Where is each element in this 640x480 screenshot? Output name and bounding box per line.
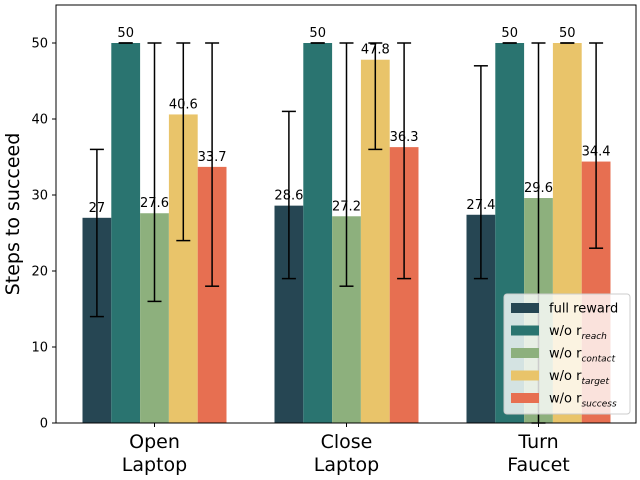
data-label-4-1: 36.3 <box>390 130 419 145</box>
x-tick-label-0: Open Laptop <box>122 431 187 476</box>
data-label-0-0: 27 <box>89 201 106 216</box>
y-tick-label-2: 20 <box>31 265 48 280</box>
legend-label-2: w/o rcontact <box>549 347 616 365</box>
y-axis-label: Steps to succeed <box>2 133 24 296</box>
legend-label-0: full reward <box>549 302 618 317</box>
data-labels-layer: 27 28.6 27.4 50 50 50 27.6 27.2 29.6 40.6 47.8 50 33… <box>89 26 611 216</box>
data-label-3-1: 47.8 <box>361 43 390 58</box>
error-bar-2-1 <box>339 42 354 287</box>
error-bar-3-1 <box>368 42 383 151</box>
data-label-1-2: 50 <box>501 26 518 41</box>
y-tick-label-5: 50 <box>31 37 48 52</box>
y-tick-label-3: 30 <box>31 189 48 204</box>
error-bar-4-0 <box>205 42 220 287</box>
legend-swatch-0 <box>511 303 539 313</box>
error-bar-4-1 <box>397 42 412 280</box>
data-label-3-0: 40.6 <box>169 97 198 112</box>
bars-layer <box>82 43 611 423</box>
y-tick-label-4: 40 <box>31 113 48 128</box>
error-bar-0-2 <box>473 65 488 280</box>
bar-1-0 <box>111 43 141 423</box>
data-label-3-2: 50 <box>559 26 576 41</box>
x-tick-label-1: Close Laptop <box>314 431 379 476</box>
data-label-2-2: 29.6 <box>524 181 553 196</box>
legend-label-1: w/o rreach <box>549 324 607 342</box>
legend-swatch-1 <box>511 325 539 336</box>
error-bar-0-0 <box>89 148 104 318</box>
legend-label-4: w/o rsuccess <box>549 392 617 410</box>
data-label-0-1: 28.6 <box>274 189 303 204</box>
data-label-2-0: 27.6 <box>140 196 169 211</box>
data-label-4-0: 33.7 <box>198 150 227 165</box>
error-bar-4-2 <box>589 42 604 249</box>
data-label-4-2: 34.4 <box>582 145 611 160</box>
legend-swatch-3 <box>511 370 539 381</box>
error-bar-2-0 <box>147 42 162 303</box>
error-bar-3-0 <box>176 42 191 242</box>
bar-1-1 <box>303 43 333 423</box>
legend-label-3: w/o rtarget <box>549 369 609 387</box>
data-label-1-0: 50 <box>117 26 134 41</box>
data-label-2-1: 27.2 <box>332 199 361 214</box>
legend: full reward w/o rreach w/o rcontact w/o rta… <box>503 293 631 415</box>
y-tick-label-1: 10 <box>31 341 48 356</box>
legend-box <box>503 293 631 415</box>
y-tick-label-0: 0 <box>40 417 48 432</box>
data-label-1-1: 50 <box>309 26 326 41</box>
error-bars-layer <box>89 42 604 424</box>
legend-swatch-2 <box>511 348 539 358</box>
legend-swatch-4 <box>511 393 539 403</box>
axes-layer: 0 10 20 30 40 50 Open Laptop Close Laptop Turn Fauc… <box>2 4 637 476</box>
x-tick-label-2: Turn Faucet <box>507 431 569 476</box>
error-bar-0-1 <box>281 110 296 280</box>
data-label-0-2: 27.4 <box>466 198 495 213</box>
